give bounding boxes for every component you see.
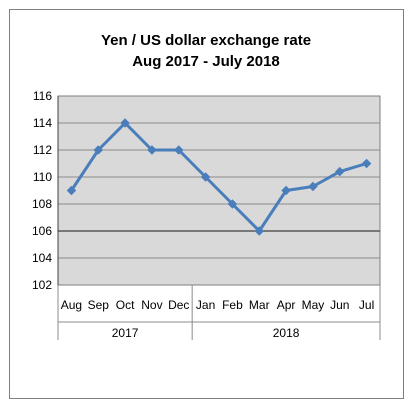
y-tick-label-106: 106 [32, 224, 52, 238]
data-point-mar [254, 226, 265, 236]
x-tick-label-jul: Jul [359, 298, 374, 312]
chart-title-line1: Yen / US dollar exchange rate [101, 32, 311, 49]
x-tick-label-sep: Sep [88, 298, 110, 312]
x-tick-label-dec: Dec [168, 298, 189, 312]
year-group-label-2017: 2017 [112, 326, 139, 340]
y-tick-label-108: 108 [32, 197, 52, 211]
y-tick-label-102: 102 [32, 278, 52, 292]
x-tick-label-feb: Feb [222, 298, 243, 312]
data-point-jan [200, 172, 211, 182]
y-tick-label-116: 116 [33, 89, 52, 103]
data-point-apr [281, 185, 291, 196]
series-line [70, 121, 368, 233]
y-tick-label-114: 114 [33, 116, 52, 130]
x-tick-label-aug: Aug [61, 298, 82, 312]
data-point-may [308, 181, 318, 192]
x-tick-label-mar: Mar [249, 298, 270, 312]
x-tick-label-oct: Oct [116, 298, 135, 312]
data-point-jun [334, 166, 345, 177]
y-tick-label-104: 104 [32, 251, 52, 265]
data-point-feb [227, 199, 238, 209]
x-tick-label-nov: Nov [141, 298, 162, 312]
data-point-oct [120, 118, 130, 128]
chart-title-line2: Aug 2017 - July 2018 [132, 53, 280, 70]
data-point-aug [66, 185, 77, 196]
x-tick-label-jun: Jun [330, 298, 349, 312]
data-point-sep [93, 145, 104, 155]
plot-area-group: 102 104 106 108 110 112 114 116 Aug Sep Oct Nov Dec J… [32, 89, 381, 340]
x-tick-label-may: May [302, 298, 325, 312]
data-point-nov [147, 145, 157, 155]
year-group-label-2018: 2018 [273, 326, 300, 340]
x-tick-label-apr: Apr [277, 298, 296, 312]
data-point-jul [361, 158, 372, 169]
data-point-dec [173, 145, 184, 155]
x-tick-label-jan: Jan [196, 298, 215, 312]
y-tick-label-112: 112 [33, 143, 52, 157]
y-tick-label-110: 110 [33, 170, 52, 184]
